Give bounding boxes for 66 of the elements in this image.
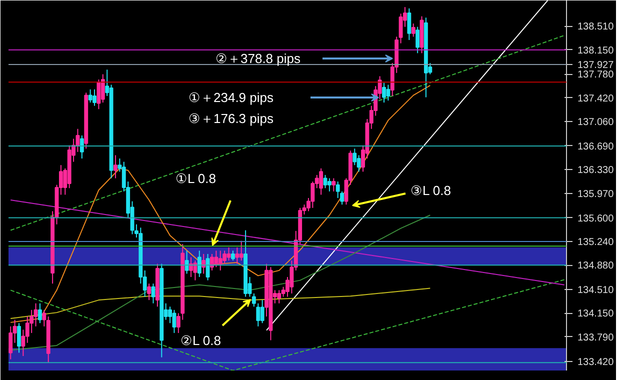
line-series bbox=[10, 84, 431, 323]
candlestick bbox=[114, 154, 118, 179]
y-tick-label: 135.970 bbox=[578, 188, 614, 200]
y-tick-label: 134.510 bbox=[578, 285, 614, 296]
candlestick bbox=[96, 79, 101, 110]
y-tick-label: 137.060 bbox=[578, 117, 614, 128]
y-tick-label: 133.420 bbox=[578, 356, 614, 368]
y-tick-label: 136.330 bbox=[578, 165, 614, 176]
candlestick bbox=[336, 181, 340, 199]
candlestick bbox=[92, 88, 96, 106]
annotation: ③＋176.3 pips bbox=[188, 111, 274, 126]
y-tick-label: 135.240 bbox=[578, 236, 614, 248]
y-tick-label: 137.927 bbox=[578, 60, 614, 72]
candlestick bbox=[260, 300, 264, 324]
candlestick bbox=[172, 309, 176, 334]
y-tick-label: 135.600 bbox=[578, 213, 614, 224]
candlestick bbox=[218, 250, 222, 271]
y-tick-label: 138.510 bbox=[578, 22, 614, 33]
candlestick bbox=[256, 302, 260, 327]
candlestick bbox=[332, 178, 336, 192]
candlestick bbox=[239, 240, 244, 262]
candlestick bbox=[277, 290, 282, 304]
candlestick bbox=[356, 154, 361, 172]
candlestick bbox=[327, 178, 332, 192]
candlestick bbox=[386, 84, 390, 102]
annotation: ①＋234.9 pips bbox=[188, 90, 274, 105]
y-tick-label: 138.150 bbox=[578, 45, 614, 56]
candlestick bbox=[34, 302, 38, 327]
candlestick bbox=[230, 250, 235, 262]
y-tick-label: 137.780 bbox=[578, 70, 614, 81]
candlestick bbox=[407, 8, 412, 40]
candlestick bbox=[382, 82, 386, 104]
candlestick bbox=[319, 168, 324, 196]
y-tick-label: 137.420 bbox=[578, 93, 614, 104]
candlestick bbox=[310, 181, 315, 208]
candlestick bbox=[38, 302, 42, 324]
line-series bbox=[10, 288, 431, 319]
y-tick-label: 136.690 bbox=[578, 142, 614, 152]
y-tick-label: 134.150 bbox=[578, 308, 614, 320]
candlestick bbox=[416, 26, 420, 54]
candlestick bbox=[193, 260, 198, 281]
y-tick-label: 134.880 bbox=[578, 260, 614, 272]
candlestick bbox=[252, 292, 256, 308]
candlestick bbox=[197, 250, 202, 278]
candlestick bbox=[210, 253, 214, 271]
candlestick bbox=[226, 246, 231, 262]
candlestick bbox=[323, 174, 328, 189]
annotation: ①L 0.8 bbox=[176, 171, 216, 186]
candlestick bbox=[214, 250, 218, 268]
candlestick bbox=[80, 134, 84, 160]
candlestick bbox=[88, 88, 92, 104]
annotation: ②＋378.8 pips bbox=[216, 51, 301, 66]
annotation: ②L 0.8 bbox=[180, 333, 221, 348]
candlestick bbox=[206, 253, 210, 281]
candlestick bbox=[8, 326, 13, 360]
candlestick bbox=[147, 283, 152, 301]
candlestick bbox=[17, 322, 21, 354]
candlestick bbox=[411, 23, 416, 38]
annotation: ③L 0.8 bbox=[410, 183, 451, 198]
y-tick-label: 133.790 bbox=[578, 332, 614, 344]
candlestick bbox=[100, 74, 105, 104]
candlestick bbox=[151, 283, 156, 304]
candlestick bbox=[235, 246, 240, 264]
candlestick bbox=[184, 250, 189, 274]
candlestick bbox=[352, 148, 357, 166]
candlestick bbox=[398, 13, 403, 44]
